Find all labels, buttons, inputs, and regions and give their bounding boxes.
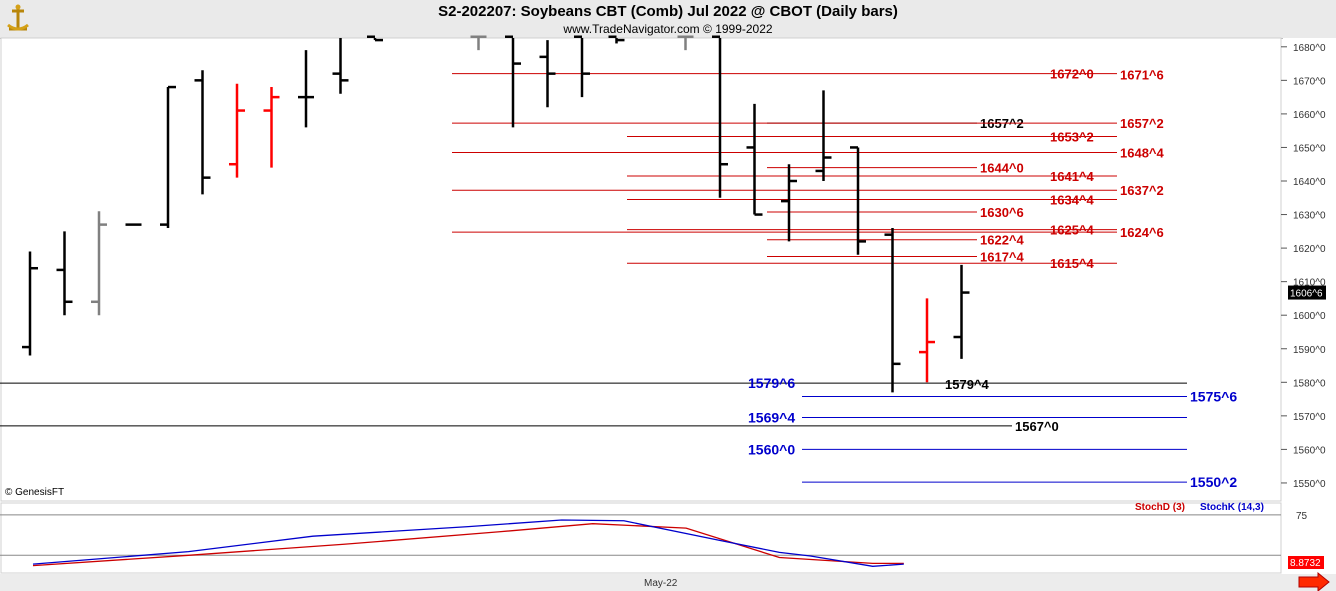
last-price-label: 1606^6 — [1290, 289, 1323, 300]
level-label: 1653^2 — [1050, 130, 1094, 145]
stoch-value-label: 8.8732 — [1290, 558, 1321, 569]
y-tick-label: 1620^0 — [1293, 244, 1326, 255]
stoch-legend-k: StochK (14,3) — [1200, 502, 1264, 513]
x-axis-panel[interactable] — [0, 574, 1336, 591]
stoch-tick-label: 75 — [1296, 511, 1308, 522]
level-label: 1617^4 — [980, 249, 1025, 264]
level-label: 1622^4 — [980, 233, 1025, 248]
level-label: 1641^4 — [1050, 169, 1095, 184]
level-label: 1672^0 — [1050, 67, 1094, 82]
x-axis-label: May-22 — [644, 578, 678, 589]
level-label: 1579^6 — [748, 375, 795, 391]
y-tick-label: 1670^0 — [1293, 76, 1326, 87]
level-label: 1634^4 — [1050, 192, 1095, 207]
y-tick-label: 1590^0 — [1293, 345, 1326, 356]
misc-layer: © GenesisFT — [5, 487, 1330, 591]
y-tick-label: 1650^0 — [1293, 143, 1326, 154]
level-label: 1567^0 — [1015, 419, 1059, 434]
level-label: 1550^2 — [1190, 474, 1237, 490]
level-label: 1624^6 — [1120, 225, 1164, 240]
level-label: 1615^4 — [1050, 256, 1095, 271]
last-price-box — [1288, 285, 1326, 300]
y-tick-label: 1580^0 — [1293, 378, 1326, 389]
chart-header: S2-202207: Soybeans CBT (Comb) Jul 2022 … — [0, 0, 1336, 39]
y-tick-label: 1570^0 — [1293, 412, 1326, 423]
scroll-right-arrow-icon[interactable] — [1298, 571, 1330, 591]
y-tick-label: 1600^0 — [1293, 311, 1326, 322]
y-axis-layer: 1680^0 1670^0 1660^0 1650^0 1640^0 1630^0 1620… — [644, 43, 1326, 589]
stoch-value-box — [1288, 556, 1324, 569]
y-tick-label: 1560^0 — [1293, 445, 1326, 456]
watermark-text: © GenesisFT — [5, 487, 64, 498]
stoch-series-line — [32, 519, 904, 567]
level-label: 1637^2 — [1120, 183, 1164, 198]
level-label: 1579^4 — [945, 377, 990, 392]
stoch-plot-area — [0, 502, 1282, 574]
level-label: 1625^4 — [1050, 223, 1095, 238]
level-label: 1575^6 — [1190, 389, 1237, 405]
level-label: 1630^6 — [980, 205, 1024, 220]
y-tick-label: 1610^0 — [1293, 278, 1326, 289]
level-label: 1671^6 — [1120, 67, 1164, 82]
chart-subtitle: www.TradeNavigator.com © 1999-2022 — [563, 22, 773, 36]
stoch-layer: 75 StochD (3) StochK (14,3) 8.8732 — [0, 502, 1324, 569]
y-tick-label: 1550^0 — [1293, 479, 1326, 490]
y-axis-panel[interactable] — [1283, 38, 1336, 575]
level-label: 1648^4 — [1120, 145, 1165, 160]
y-tick-label: 1640^0 — [1293, 177, 1326, 188]
level-label: 1644^0 — [980, 161, 1024, 176]
y-tick-label: 1680^0 — [1293, 43, 1326, 54]
level-label: 1560^0 — [748, 441, 795, 457]
y-tick-label: 1660^0 — [1293, 110, 1326, 121]
chart-title: S2-202207: Soybeans CBT (Comb) Jul 2022 … — [438, 3, 898, 20]
level-label: 1657^2 — [1120, 116, 1164, 131]
level-label: 1569^4 — [748, 410, 795, 426]
bars-layer — [22, 35, 970, 393]
genesis-logo-icon — [7, 4, 29, 31]
stoch-legend-d: StochD (3) — [1135, 502, 1185, 513]
y-tick-label: 1630^0 — [1293, 211, 1326, 222]
price-plot-area — [0, 37, 1282, 502]
